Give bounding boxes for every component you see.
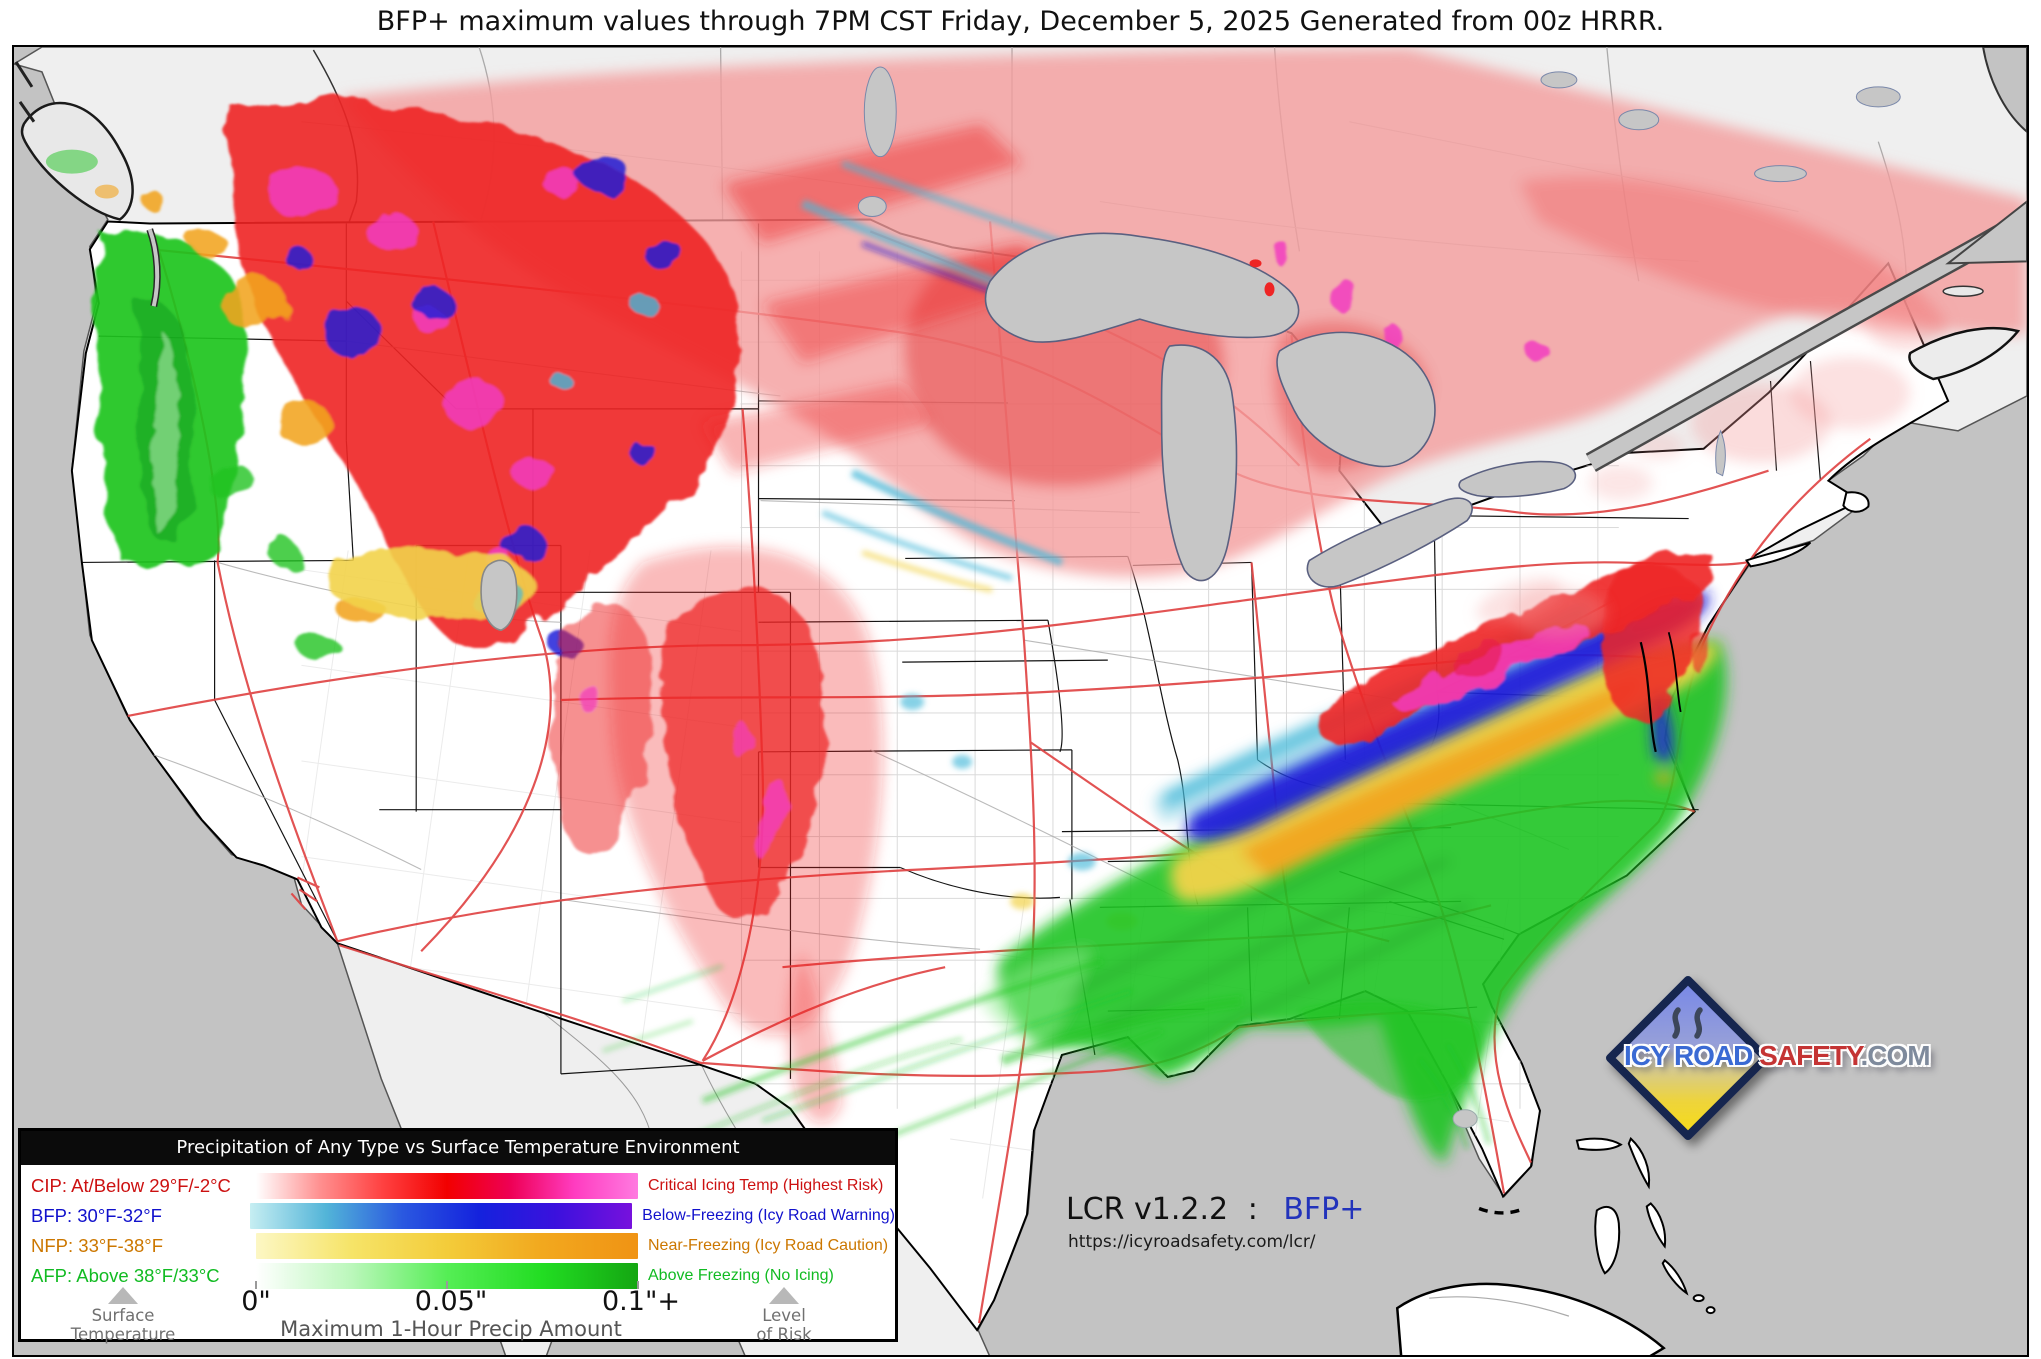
page-title: BFP+ maximum values through 7PM CST Frid… [376, 6, 1665, 37]
legend-nfp-risk-label: Near-Freezing (Icy Road Caution) [648, 1237, 889, 1254]
axis-tick-01plus: 0.1"+ [602, 1286, 680, 1317]
warning-diamond-icon [1606, 976, 1770, 1140]
legend-nfp-label: NFP: 33°F-38°F [31, 1235, 163, 1256]
product-label: BFP+ [1283, 1192, 1365, 1227]
great-lakes [480, 66, 1901, 1129]
great-salt-lake [480, 559, 518, 632]
cip-overlay-northeast [1476, 295, 1947, 639]
legend-bfp-gradient-bar [250, 1203, 633, 1229]
legend-nfp-gradient-bar [256, 1233, 638, 1259]
cuba [1395, 1282, 1666, 1355]
legend-cip-label: CIP: At/Below 29°F/-2°C [31, 1175, 231, 1196]
surface-temperature-axis-label: Surface Temperature [70, 1306, 176, 1344]
afp-overlay-southeast [980, 640, 1727, 1164]
st-lawrence-river [1585, 200, 2027, 472]
up-arrow-icon [108, 1287, 138, 1304]
legend-afp-label: AFP: Above 38°F/33°C [31, 1265, 220, 1286]
weather-overlays [43, 47, 2027, 1164]
website-url: https://icyroadsafety.com/lcr/ [1068, 1232, 1316, 1252]
lake-superior [984, 232, 1300, 343]
lake-michigan [1160, 344, 1238, 582]
lake-erie [1306, 497, 1473, 588]
lake-superior-red-spots [1249, 259, 1275, 297]
long-island [1745, 541, 1812, 568]
gulf-of-st-lawrence [1982, 47, 2027, 134]
cip-overlay-midatlantic [1319, 553, 1714, 745]
afp-overlay-florida [1301, 1002, 1492, 1150]
axis-tick-mark [446, 1281, 448, 1289]
icy-road-safety-logo: ICY ROAD SAFETY.COM [1598, 968, 2018, 1158]
bahamas [1575, 1136, 1716, 1315]
legend-cip-gradient-bar [256, 1173, 638, 1199]
legend-row-bfp: BFP: 30°F-32°F Below-Freezing (Icy Road … [21, 1201, 895, 1231]
coastal-details [14, 61, 2021, 1355]
app-version-label: LCR v1.2.2 [1066, 1192, 1229, 1227]
legend-cip-risk-label: Critical Icing Temp (Highest Risk) [648, 1177, 884, 1194]
legend-bfp-label: BFP: 30°F-32°F [31, 1205, 162, 1226]
lake-ontario [1458, 460, 1577, 498]
logo-wordmark: ICY ROAD SAFETY.COM [1624, 1040, 1931, 1072]
axis-tick-0: 0" [241, 1286, 271, 1317]
legend-title: Precipitation of Any Type vs Surface Tem… [21, 1131, 895, 1165]
axis-tick-mark [255, 1281, 257, 1289]
cape-cod [1842, 491, 1870, 513]
lake-huron [1276, 331, 1436, 468]
cip-overlay-rockies [490, 123, 1052, 1124]
up-arrow-icon [769, 1287, 799, 1304]
precip-axis-label: Maximum 1-Hour Precip Amount [280, 1317, 622, 1341]
level-of-risk-axis-label: Level of Risk [756, 1306, 812, 1344]
axis-tick-005: 0.05" [414, 1286, 488, 1317]
version-line: LCR v1.2.2 : BFP+ [1066, 1192, 1364, 1227]
prince-edward-island [1942, 285, 1984, 297]
afp-overlay-gulf [602, 958, 1243, 1153]
legend-panel: Precipitation of Any Type vs Surface Tem… [18, 1128, 898, 1344]
legend-row-cip: CIP: At/Below 29°F/-2°C Critical Icing T… [21, 1171, 895, 1201]
axis-tick-mark [637, 1281, 639, 1289]
logo-text-icy-road: ICY ROAD [1624, 1040, 1753, 1071]
nova-scotia [1908, 326, 2021, 381]
legend-row-nfp: NFP: 33°F-38°F Near-Freezing (Icy Road C… [21, 1231, 895, 1261]
logo-text-safety: SAFETY [1759, 1040, 1861, 1071]
nfp-overlay-southeast [1170, 643, 1719, 902]
separator: : [1247, 1192, 1258, 1227]
florida-keys [1478, 1206, 1525, 1215]
legend-afp-risk-label: Above Freezing (No Icing) [648, 1267, 834, 1284]
legend-bfp-risk-label: Below-Freezing (Icy Road Warning) [642, 1207, 895, 1224]
logo-text-com: .COM [1860, 1040, 1931, 1071]
steam-icon [1672, 1007, 1703, 1039]
